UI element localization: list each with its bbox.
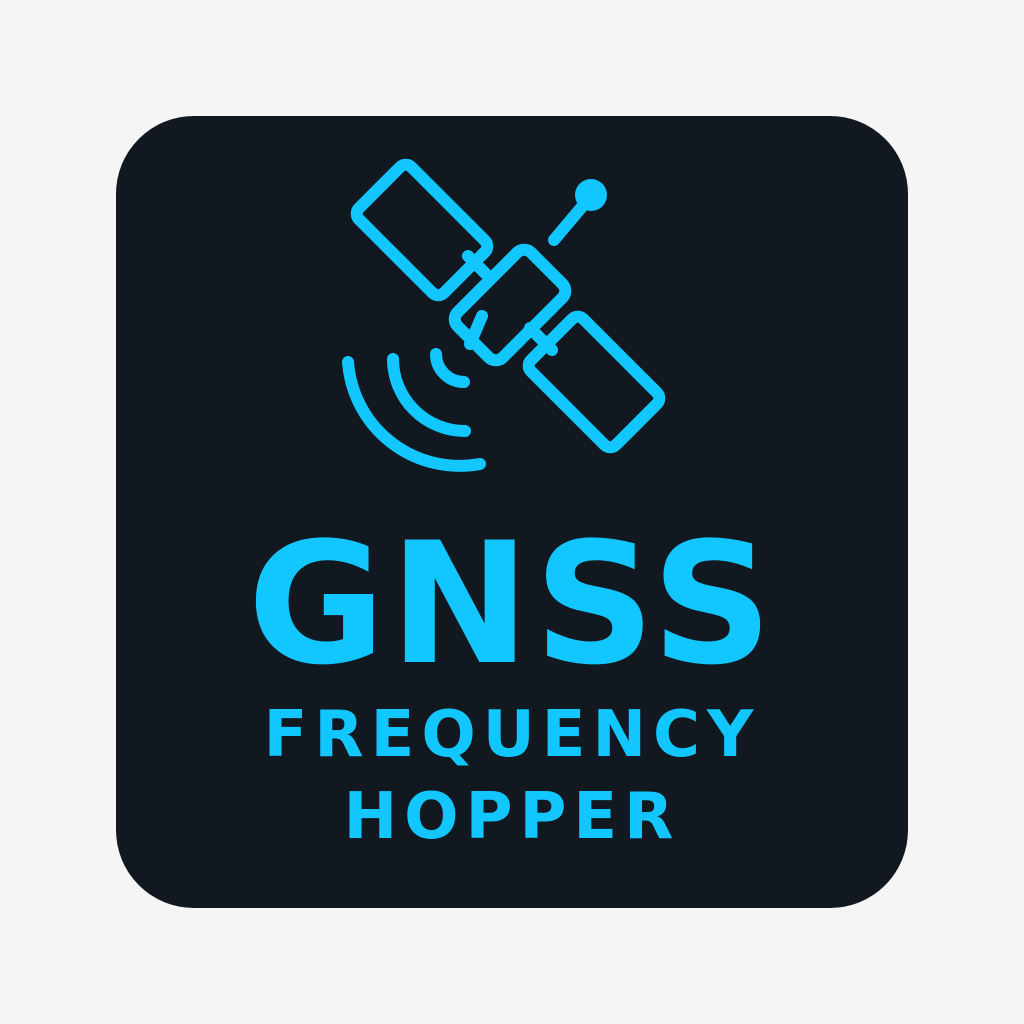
solar-panel-right-icon xyxy=(522,310,666,454)
app-title: GNSS xyxy=(247,506,777,702)
satellite-icon xyxy=(342,158,666,472)
app-subtitle-line-1: FREQUENCY xyxy=(263,698,761,772)
signal-waves-icon xyxy=(342,348,486,472)
antenna-icon xyxy=(548,196,592,246)
app-icon-tile: GNSS FREQUENCY HOPPER xyxy=(116,116,908,908)
dish-stem-icon xyxy=(464,310,488,350)
solar-panel-left-icon xyxy=(350,158,494,302)
antenna-tip-icon xyxy=(575,179,607,211)
panel-connector-left xyxy=(462,250,494,282)
app-subtitle-line-2: HOPPER xyxy=(343,780,681,854)
